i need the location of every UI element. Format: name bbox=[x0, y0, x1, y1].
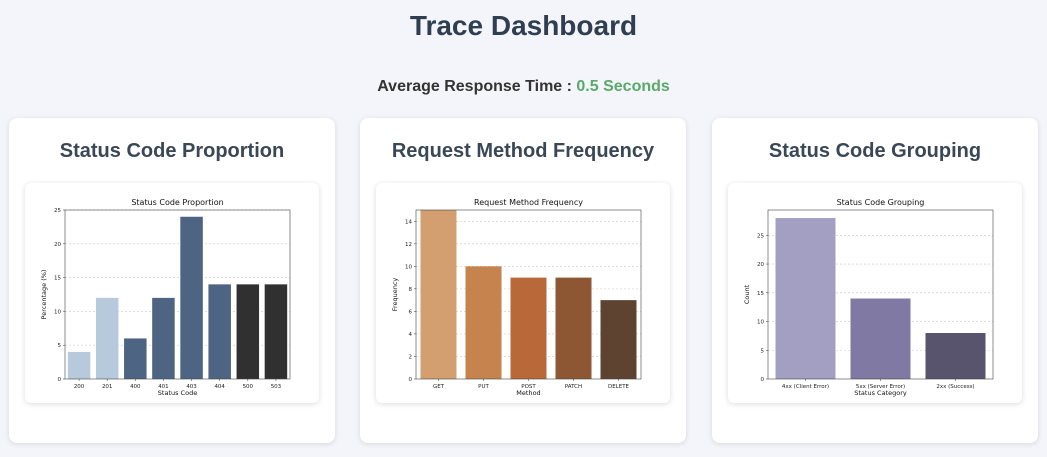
bar-200 bbox=[67, 351, 91, 379]
x-axis-label: Method bbox=[516, 389, 540, 397]
chart-svg: 200 201 400 401 403 404 500 503 0 5 10 15 20 25 Status… bbox=[40, 198, 291, 397]
status-code-proportion-card: Status Code Proportion 200 201 400 401 403 40… bbox=[9, 118, 335, 443]
y-tick-label: 4 bbox=[409, 332, 413, 338]
x-tick-label: 404 bbox=[214, 384, 225, 390]
average-response-time: Average Response Time : 0.5 Seconds bbox=[0, 78, 1047, 96]
average-response-value: 0.5 Seconds bbox=[576, 78, 670, 95]
y-tick-label: 25 bbox=[54, 208, 61, 214]
page-title: Trace Dashboard bbox=[409, 10, 638, 41]
y-tick-label: 20 bbox=[54, 242, 61, 248]
bar-201 bbox=[95, 297, 119, 379]
y-tick-label: 10 bbox=[757, 320, 764, 326]
status-code-grouping-card: Status Code Grouping 4xx (Client Error) 5… bbox=[712, 118, 1038, 443]
x-tick-label: PUT bbox=[478, 384, 489, 390]
chart-title: Status Code Proportion bbox=[131, 198, 223, 207]
x-tick-label: 200 bbox=[74, 384, 85, 390]
plot-frame bbox=[767, 209, 994, 380]
bar-DELETE bbox=[600, 300, 637, 379]
y-tick-label: 0 bbox=[58, 377, 62, 383]
y-tick-label: 15 bbox=[54, 276, 61, 282]
chart-svg: GET PUT POST PATCH DELETE 0 2 4 6 8 10 12 14 Request … bbox=[391, 198, 642, 397]
card-heading: Status Code Proportion bbox=[59, 140, 285, 162]
x-tick-label: 401 bbox=[158, 384, 169, 390]
x-tick-label: 503 bbox=[271, 384, 282, 390]
x-tick-label: DELETE bbox=[608, 384, 630, 390]
x-axis-label: Status Category bbox=[854, 389, 907, 397]
plot-frame bbox=[415, 209, 642, 380]
bar-PATCH bbox=[555, 277, 592, 379]
y-tick-label: 12 bbox=[405, 242, 412, 248]
bar-2xx (Success) bbox=[925, 333, 986, 379]
bar-POST bbox=[510, 277, 547, 379]
x-axis-label: Status Code bbox=[158, 389, 197, 397]
bar-400 bbox=[124, 338, 147, 379]
x-tick-label: 5xx (Server Error) bbox=[856, 384, 905, 390]
y-tick-label: 10 bbox=[54, 309, 61, 315]
y-tick-label: 15 bbox=[757, 291, 764, 297]
plot-frame bbox=[64, 209, 291, 380]
x-tick-label: GET bbox=[433, 384, 445, 390]
x-tick-label: 400 bbox=[130, 384, 141, 390]
average-response-label: Average Response Time : bbox=[377, 78, 577, 95]
y-tick-label: 2 bbox=[409, 354, 413, 360]
bar-503 bbox=[264, 284, 288, 379]
request-method-frequency-card: Request Method Frequency GET PUT POST PATCH… bbox=[360, 118, 686, 443]
y-tick-label: 5 bbox=[58, 343, 62, 349]
y-tick-label: 20 bbox=[757, 262, 764, 268]
card-heading: Status Code Grouping bbox=[768, 140, 982, 162]
y-tick-label: 8 bbox=[409, 287, 413, 293]
x-tick-label: POST bbox=[521, 384, 536, 390]
request-method-frequency-chart: GET PUT POST PATCH DELETE 0 2 4 6 8 10 12 14 Request … bbox=[376, 183, 670, 403]
bar-5xx (Server Error) bbox=[850, 298, 911, 379]
bar-401 bbox=[152, 297, 175, 379]
chart-svg: 4xx (Client Error) 5xx (Server Error) 2xx … bbox=[743, 198, 994, 397]
bar-403 bbox=[180, 216, 203, 379]
x-tick-label: 500 bbox=[243, 384, 254, 390]
y-tick-label: 10 bbox=[405, 264, 412, 270]
chart-title: Status Code Grouping bbox=[837, 198, 925, 207]
y-tick-label: 0 bbox=[761, 377, 765, 383]
x-tick-label: 201 bbox=[102, 384, 113, 390]
y-axis-label: Count bbox=[743, 284, 751, 304]
card-heading: Request Method Frequency bbox=[391, 140, 655, 162]
y-tick-label: 14 bbox=[405, 219, 412, 225]
bar-4xx (Client Error) bbox=[775, 218, 836, 379]
y-tick-label: 25 bbox=[757, 233, 764, 239]
y-tick-label: 0 bbox=[409, 377, 413, 383]
y-axis-label: Frequency bbox=[391, 278, 399, 312]
status-code-grouping-chart: 4xx (Client Error) 5xx (Server Error) 2xx … bbox=[728, 183, 1022, 403]
bar-500 bbox=[236, 284, 260, 379]
bar-GET bbox=[420, 210, 457, 379]
y-axis-label: Percentage (%) bbox=[40, 270, 48, 320]
x-tick-label: 4xx (Client Error) bbox=[782, 384, 829, 390]
bar-PUT bbox=[465, 266, 502, 379]
bar-404 bbox=[208, 284, 231, 379]
x-tick-label: 2xx (Success) bbox=[936, 384, 974, 390]
x-tick-label: 403 bbox=[186, 384, 197, 390]
y-tick-label: 6 bbox=[409, 309, 413, 315]
status-code-proportion-chart: 200 201 400 401 403 404 500 503 0 5 10 15 20 25 Status… bbox=[25, 183, 319, 403]
chart-title: Request Method Frequency bbox=[474, 198, 583, 207]
x-tick-label: PATCH bbox=[565, 384, 582, 390]
y-tick-label: 5 bbox=[761, 348, 765, 354]
